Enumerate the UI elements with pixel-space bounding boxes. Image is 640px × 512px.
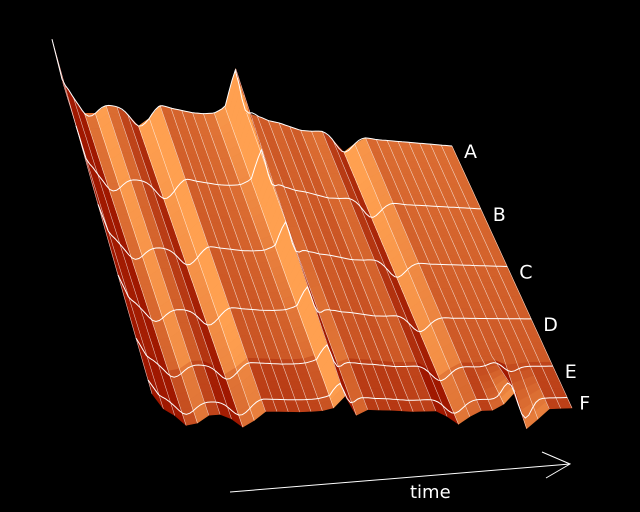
mesh-line-time [267,120,380,411]
mesh-line-time [246,112,357,416]
row-labels: A B C D EF [464,141,590,415]
time-axis-arrowhead [541,451,572,479]
mesh-line-time [94,113,198,424]
row-contour-b [75,125,481,218]
mesh-line-time [440,144,561,409]
mesh-line-time [278,122,391,411]
mesh-line-time [203,113,312,412]
mesh-line-time [386,140,505,405]
row-contour-c [97,204,508,278]
mesh-line-time [181,110,289,412]
mesh-line-time [311,131,425,412]
surface-cell [557,401,573,409]
surface-mesh [51,39,573,430]
time-axis-label: time [410,482,451,503]
mesh-line-time [149,118,255,421]
row-label-d: D [543,314,558,336]
row-label-c: C [519,262,532,284]
mesh-line-time [419,143,539,420]
mesh-line-time [159,105,266,412]
mesh-line-time [451,145,573,409]
row-contour-e [135,337,553,382]
mesh-line-time [116,106,221,415]
mesh-line-time [170,108,278,412]
time-axis-line [229,463,571,493]
mesh-line-time [51,39,153,394]
mesh-line-time [408,142,527,429]
mesh-line-time [376,139,493,411]
mesh-line-time [213,113,323,411]
mesh-line-time [365,137,482,411]
mesh-line-time [322,131,437,412]
mesh-line-time [343,152,459,425]
row-contour-d [117,274,532,333]
mesh-line-time [354,143,471,417]
row-label-e: E [565,361,577,383]
mesh-line-time [105,105,210,416]
mesh-line-time [257,116,368,410]
mesh-line-time [300,130,414,412]
time-axis: time [229,451,572,503]
mesh-line-time [224,107,334,408]
mesh-line-time [332,140,448,417]
mesh-line-time [289,126,402,411]
row-label-a: A [464,141,477,163]
row-label-b: B [493,204,506,226]
mesh-line-time [192,112,300,412]
mesh-line-time [73,98,175,416]
mesh-line-time [138,126,244,428]
mesh-line-time [127,114,232,419]
mesh-line-time [84,113,187,426]
row-contour-f [147,379,568,419]
row-contour-a [51,39,453,153]
mesh-line-time [397,141,516,392]
mesh-line-time [430,144,550,409]
row-label-f: F [579,393,590,415]
